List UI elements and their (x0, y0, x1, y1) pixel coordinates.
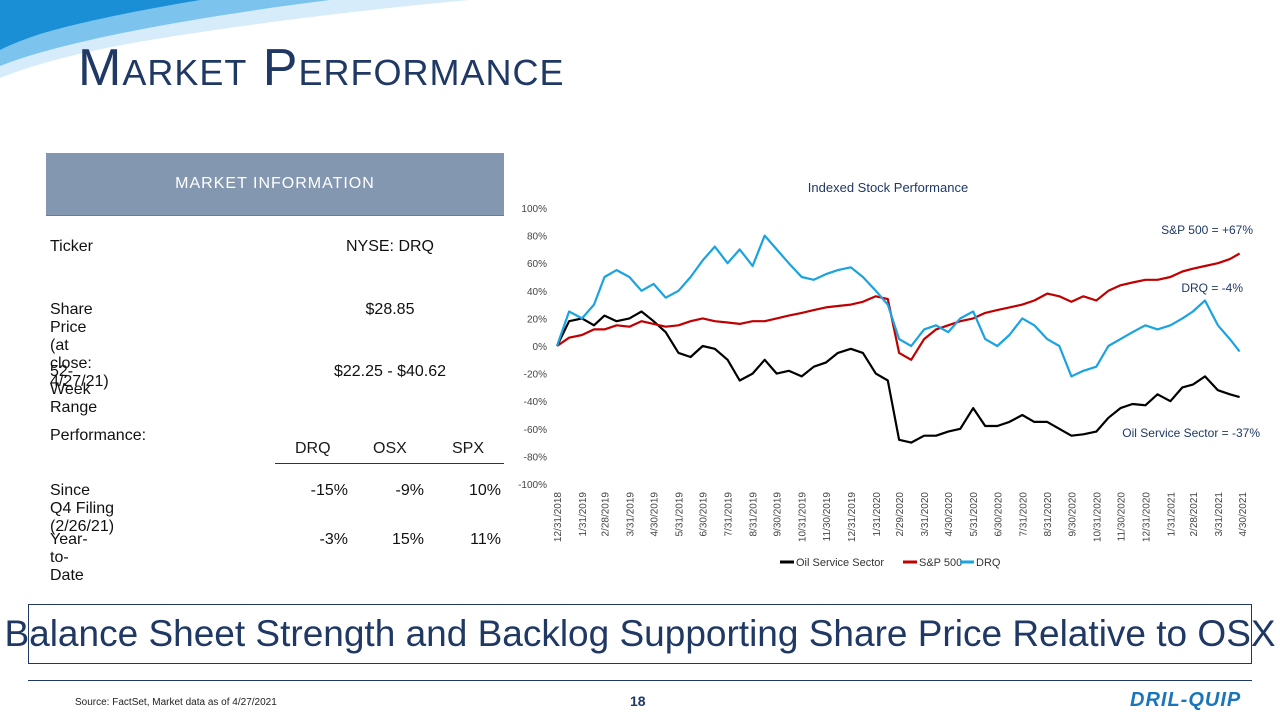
x-tick-label: 4/30/2019 (650, 492, 661, 537)
x-tick-label: 2/29/2020 (895, 492, 906, 537)
col-header-osx: OSX (373, 440, 407, 457)
x-tick-label: 1/31/2021 (1166, 492, 1177, 537)
y-tick-label: -60% (524, 425, 547, 436)
series-line-0 (556, 310, 1240, 444)
source-note: Source: FactSet, Market data as of 4/27/… (75, 697, 277, 708)
annotation-spx: S&P 500 = +67% (1161, 223, 1253, 237)
x-tick-label: 1/31/2019 (578, 492, 589, 537)
legend-label-2: DRQ (976, 557, 1001, 569)
x-tick-label: 10/31/2020 (1092, 492, 1103, 542)
x-tick-label: 12/31/2020 (1141, 492, 1152, 542)
ytd-osx: 15% (391, 531, 424, 548)
x-tick-label: 5/31/2019 (675, 492, 686, 537)
y-tick-label: 20% (527, 314, 547, 325)
indexed-stock-performance-chart: Indexed Stock Performance 100% 80% 60% 40% 2… (518, 180, 1260, 569)
x-tick-label: 4/30/2020 (944, 492, 955, 537)
y-tick-label: 40% (527, 287, 547, 298)
decorative-swoosh (0, 0, 470, 78)
ticker-label: Ticker (50, 238, 93, 255)
x-tick-label: 1/31/2020 (872, 492, 883, 537)
x-tick-label: 12/31/2018 (553, 492, 564, 542)
x-tick-label: 9/30/2020 (1067, 492, 1078, 537)
since-q4-osx: -9% (395, 482, 424, 499)
since-q4-drq: -15% (310, 482, 348, 499)
x-tick-label: 4/30/2021 (1238, 492, 1249, 537)
performance-header-divider (275, 463, 504, 464)
x-tick-label: 10/31/2019 (798, 492, 809, 542)
x-tick-label: 12/31/2019 (847, 492, 858, 542)
market-info-divider (46, 215, 504, 216)
ytd-drq: -3% (319, 531, 348, 548)
ytd-spx: 11% (470, 531, 501, 548)
legend-label-0: Oil Service Sector (796, 557, 884, 569)
x-tick-label: 5/31/2020 (969, 492, 980, 537)
y-tick-label: -40% (524, 397, 547, 408)
series-line-1 (556, 252, 1241, 361)
legend-label-1: S&P 500 (919, 557, 962, 569)
chart-title: Indexed Stock Performance (808, 180, 968, 195)
y-tick-label: 0% (533, 342, 548, 353)
ticker-value: NYSE: DRQ (345, 238, 434, 255)
x-tick-label: 7/31/2019 (724, 492, 735, 537)
price-label: Share Price (at close: 4/27/21) (50, 301, 109, 390)
x-tick-label: 11/30/2019 (822, 492, 833, 542)
y-tick-label: 60% (527, 259, 547, 270)
performance-label: Performance: (50, 427, 147, 444)
y-tick-label: 100% (521, 204, 547, 215)
footer-divider (28, 680, 1252, 681)
price-value: $28.85 (365, 301, 415, 318)
y-tick-label: -80% (524, 452, 547, 463)
range-label: 52-Week Range (50, 363, 98, 416)
series-line-2 (555, 234, 1241, 378)
x-tick-label: 6/30/2019 (699, 492, 710, 537)
y-tick-label: -20% (524, 370, 547, 381)
x-tick-label: 3/31/2019 (625, 492, 636, 537)
x-tick-label: 3/31/2021 (1214, 492, 1225, 537)
x-tick-label: 2/28/2021 (1189, 492, 1200, 537)
y-tick-label: 80% (527, 232, 547, 243)
x-tick-label: 8/31/2019 (749, 492, 760, 537)
x-tick-label: 8/31/2020 (1043, 492, 1054, 537)
summary-banner: Balance Sheet Strength and Backlog Suppo… (4, 604, 1276, 664)
ytd-label: Year-to-Date (50, 531, 88, 584)
x-tick-label: 6/30/2020 (993, 492, 1004, 537)
page-title: Market Performance (78, 39, 565, 97)
col-header-drq: DRQ (295, 440, 331, 457)
col-header-spx: SPX (452, 440, 485, 457)
annotation-drq: DRQ = -4% (1181, 281, 1243, 295)
since-q4-label: Since Q4 Filing (2/26/21) (50, 482, 115, 535)
x-tick-label: 9/30/2019 (773, 492, 784, 537)
x-tick-label: 7/31/2020 (1018, 492, 1029, 537)
page-number: 18 (630, 693, 646, 709)
market-info-header: MARKET INFORMATION (46, 153, 504, 215)
company-logo: DRIL-QUIP (1130, 689, 1242, 711)
chart-legend: Oil Service Sector S&P 500 DRQ (780, 557, 1001, 569)
x-tick-label: 2/28/2019 (600, 492, 611, 537)
range-value: $22.25 - $40.62 (333, 363, 447, 380)
x-tick-label: 3/31/2020 (920, 492, 931, 537)
x-tick-label: 11/30/2020 (1116, 492, 1127, 542)
since-q4-spx: 10% (468, 482, 501, 499)
y-tick-label: -100% (518, 480, 547, 491)
annotation-osx: Oil Service Sector = -37% (1122, 426, 1260, 440)
